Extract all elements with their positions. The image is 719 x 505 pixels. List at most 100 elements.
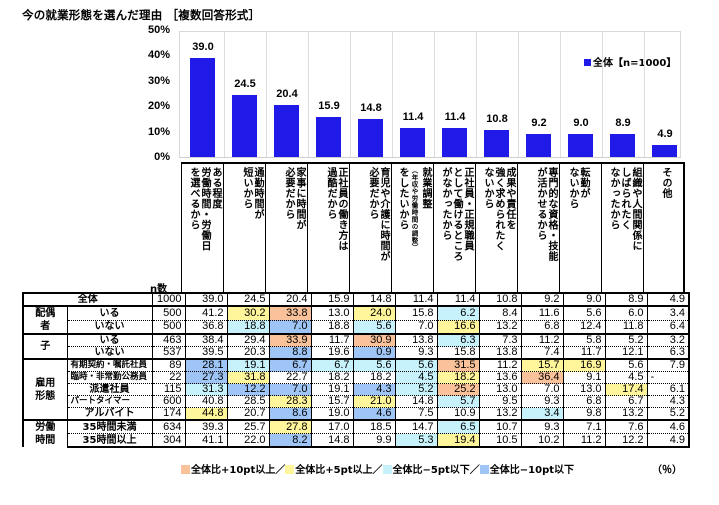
category-header: ある程度 労働時間・労働日 を選べるから (181, 162, 223, 292)
legend-label: 全体【n=1000】 (593, 58, 677, 69)
value-cell: 28.1 (184, 358, 227, 372)
value-cell: 13.0 (478, 383, 521, 396)
value-cell: 17.4 (604, 383, 647, 396)
value-cell: 44.8 (184, 407, 227, 420)
table-row: アルバイト 174 44.8 20.7 8.6 19.0 4.6 7.5 10.9 13.2 3.4… (23, 407, 690, 420)
value-cell: 15.7 (520, 358, 563, 372)
value-cell: 27.8 (268, 419, 311, 434)
grid-line (644, 32, 645, 157)
category-header: 転勤が ないから (559, 162, 601, 292)
value-cell: 3.4 (520, 407, 563, 420)
value-cell: 6.7 (268, 358, 311, 372)
value-cell: 30.2 (226, 305, 269, 320)
category-header: 育児や介護に時間が 必要だから (349, 162, 391, 292)
y-tick-label: 50% (147, 24, 170, 36)
grid-line (434, 32, 435, 157)
value-cell: 10.5 (478, 433, 521, 448)
category-header-text: 就業調整 （年収や労働時間の調整） をしたいから (397, 167, 431, 251)
value-cell: 13.0 (562, 383, 605, 396)
category-header: その他 (643, 162, 685, 292)
value-cell: 16.9 (562, 358, 605, 372)
color-swatch-icon (479, 465, 489, 474)
value-cell: 6.3 (646, 346, 690, 359)
table-row: 臨時・非常勤公務員 22 27.3 31.8 22.7 18.2 18.2 4.5 18.2 13… (23, 371, 690, 384)
value-cell: 9.0 (562, 292, 605, 306)
value-cell: 18.8 (226, 319, 269, 334)
value-cell: 28.5 (226, 395, 269, 408)
table-row: 子いる 463 38.4 29.4 33.9 11.7 30.9 13.8 6.3 7.3 11.2… (22, 333, 690, 359)
value-cell: 9.3 (520, 419, 563, 434)
value-cell: 6.7 (310, 358, 353, 372)
value-cell: 9.3 (394, 346, 437, 359)
group-label: 配偶 者 (22, 305, 67, 334)
value-cell: 6.8 (520, 319, 563, 334)
value-cell: 5.6 (562, 305, 605, 320)
value-cell: 12.1 (604, 346, 647, 359)
n-count: 634 (151, 419, 185, 434)
value-cell: 11.7 (310, 333, 353, 347)
value-cell: 7.0 (520, 383, 563, 396)
value-cell: 5.8 (562, 333, 605, 347)
grid-line (476, 32, 477, 157)
value-cell: 7.9 (646, 358, 690, 372)
row-label: いる (66, 333, 152, 347)
category-header: 正社員・正規職員 として働けるところ がなかったから (433, 162, 475, 292)
value-cell: 10.7 (478, 419, 521, 434)
value-cell: 6.0 (604, 305, 647, 320)
value-cell: 30.9 (352, 333, 395, 347)
crosstab-table: 全体 1000 39.0 24.5 20.4 15.9 14.8 11.4 11.4 10.8 9.… (22, 292, 690, 448)
category-header-text: その他 (660, 167, 671, 199)
value-cell: 39.5 (184, 346, 227, 359)
value-cell: 11.4 (394, 292, 437, 306)
value-cell: 12.2 (604, 433, 647, 448)
bar-value-label: 11.4 (402, 111, 424, 124)
value-cell: 16.6 (436, 319, 479, 334)
color-legend-label: 全体比−10pt以下 (489, 465, 575, 476)
value-cell: 24.5 (226, 292, 269, 306)
value-cell: 11.4 (436, 292, 479, 306)
row-label: パートタイマー (66, 395, 152, 408)
value-cell: 18.2 (310, 371, 353, 384)
bar-value-label: 20.4 (276, 88, 298, 101)
value-cell: 4.6 (646, 419, 690, 434)
table-row: 雇用 形態 有期契約・嘱託社員 89 28.1 19.1 6.7 6.7 5.6 5.6 31.5… (22, 358, 690, 420)
row-label: 派遣社員 (66, 383, 152, 396)
value-cell: 28.3 (268, 395, 311, 408)
value-cell: 3.4 (646, 305, 690, 320)
value-cell: 36.4 (520, 371, 563, 384)
table-row: 派遣社員 115 31.3 12.2 7.0 19.1 4.3 5.2 25.2 13.0 7.0 1… (23, 383, 690, 396)
value-cell: 18.2 (352, 371, 395, 384)
value-cell: 5.7 (436, 395, 479, 408)
color-legend: 全体比+10pt以上／ 全体比+5pt以上／ 全体比−5pt以下／ 全体比−10pt以… (181, 461, 574, 476)
value-cell: 7.6 (604, 419, 647, 434)
bar (568, 134, 593, 157)
color-legend-label: 全体比−5pt以下／ (392, 465, 480, 476)
category-header-text: 通勤時間が 短いから (241, 167, 263, 220)
grid-line (266, 32, 267, 157)
bar-value-label: 8.9 (615, 117, 631, 130)
category-header-text: 成果や責任を 強く求められたく ないから (482, 167, 515, 251)
bar (610, 134, 635, 157)
grid-line (392, 32, 393, 157)
value-cell: 4.9 (646, 433, 690, 448)
value-cell: 6.1 (646, 383, 690, 396)
value-cell: 8.6 (268, 407, 311, 420)
value-cell: 11.2 (520, 333, 563, 347)
n-count: 304 (151, 433, 185, 448)
value-cell: 8.9 (604, 292, 647, 306)
table-row: 35時間以上 304 41.1 22.0 8.2 14.8 9.9 5.3 19.4 10.5 10… (23, 433, 690, 448)
bar-value-label: 14.8 (360, 102, 382, 115)
value-cell: 15.7 (310, 395, 353, 408)
bar (652, 144, 677, 157)
table-row: 労働 時間 35時間未満 634 39.3 25.7 27.8 17.0 18.5 14.7 6.… (22, 419, 690, 447)
bar-value-label: 11.4 (444, 111, 466, 124)
value-cell: 13.2 (604, 407, 647, 420)
value-cell: 3.2 (646, 333, 690, 347)
value-cell: 24.0 (352, 305, 395, 320)
value-cell: 18.2 (436, 371, 479, 384)
value-cell: 4.5 (604, 371, 647, 384)
value-cell: 13.0 (310, 305, 353, 320)
group-label: 労働 時間 (22, 419, 67, 447)
value-cell: 10.9 (436, 407, 479, 420)
value-cell: 7.1 (562, 419, 605, 434)
